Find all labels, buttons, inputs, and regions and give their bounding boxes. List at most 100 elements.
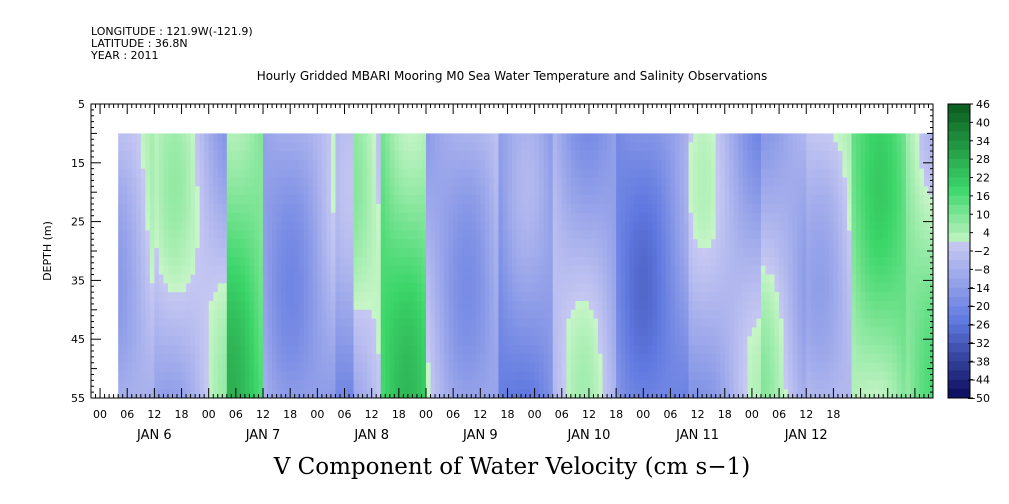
heatmap-cell xyxy=(598,327,603,337)
heatmap-cell xyxy=(711,389,717,399)
heatmap-cell xyxy=(665,300,671,311)
heatmap-cell xyxy=(421,195,427,205)
heatmap-cell xyxy=(253,345,259,355)
heatmap-cell xyxy=(299,151,305,161)
heatmap-cell xyxy=(154,371,160,381)
heatmap-cell xyxy=(561,186,567,196)
heatmap-cell xyxy=(222,265,228,275)
heatmap-cell xyxy=(498,345,504,355)
heatmap-cell xyxy=(335,159,341,170)
heatmap-cell xyxy=(199,256,205,267)
heatmap-cell xyxy=(638,336,644,346)
heatmap-cell xyxy=(756,389,762,399)
heatmap-cell xyxy=(788,265,794,275)
heatmap-cell xyxy=(638,203,644,214)
heatmap-cell xyxy=(860,380,866,390)
heatmap-cell xyxy=(339,256,345,267)
heatmap-cell xyxy=(602,142,608,152)
heatmap-cell xyxy=(498,389,504,399)
heatmap-cell xyxy=(303,362,309,372)
heatmap-cell xyxy=(806,327,812,337)
heatmap-cell xyxy=(394,389,400,399)
heatmap-cell xyxy=(276,336,282,346)
heatmap-cell xyxy=(534,318,540,328)
heatmap-cell xyxy=(797,371,803,381)
heatmap-cell xyxy=(521,239,526,249)
heatmap-cell xyxy=(593,318,599,328)
heatmap-cell xyxy=(512,389,517,399)
heatmap-cell xyxy=(335,142,341,152)
heatmap-cell xyxy=(149,256,155,267)
heatmap-cell xyxy=(629,230,635,240)
heatmap-cell xyxy=(674,380,680,390)
heatmap-cell xyxy=(244,327,250,337)
heatmap-cell xyxy=(733,159,739,170)
heatmap-cell xyxy=(163,177,169,187)
heatmap-cell xyxy=(127,292,133,302)
heatmap-cell xyxy=(697,195,703,205)
heatmap-cell xyxy=(779,292,785,302)
heatmap-cell xyxy=(647,256,653,267)
heatmap-cell xyxy=(489,309,495,320)
heatmap-cell xyxy=(711,318,717,328)
heatmap-cell xyxy=(394,186,400,196)
heatmap-cell xyxy=(358,239,364,249)
heatmap-cell xyxy=(285,283,291,293)
heatmap-cell xyxy=(407,345,413,355)
heatmap-cell xyxy=(471,283,477,293)
heatmap-cell xyxy=(507,300,513,311)
heatmap-cell xyxy=(819,186,825,196)
heatmap-cell xyxy=(385,371,391,381)
heatmap-cell xyxy=(792,327,798,337)
heatmap-cell xyxy=(267,389,273,399)
heatmap-cell xyxy=(647,133,653,143)
heatmap-cell xyxy=(729,168,735,178)
heatmap-cell xyxy=(349,274,354,284)
heatmap-cell xyxy=(575,133,581,143)
heatmap-cell xyxy=(312,168,318,178)
heatmap-cell xyxy=(697,203,703,214)
heatmap-cell xyxy=(267,327,273,337)
heatmap-cell xyxy=(407,203,413,214)
heatmap-cell xyxy=(430,309,436,320)
heatmap-cell xyxy=(661,353,667,364)
heatmap-cell xyxy=(720,292,726,302)
heatmap-cell xyxy=(702,133,708,143)
heatmap-cell xyxy=(656,151,662,161)
heatmap-cell xyxy=(475,142,481,152)
heatmap-cell xyxy=(598,389,603,399)
heatmap-cell xyxy=(263,389,268,399)
heatmap-cell xyxy=(711,283,717,293)
heatmap-cell xyxy=(299,274,305,284)
heatmap-cell xyxy=(213,362,219,372)
heatmap-cell xyxy=(389,327,395,337)
heatmap-cell xyxy=(530,380,536,390)
heatmap-cell xyxy=(856,256,861,267)
heatmap-cell xyxy=(770,283,775,293)
heatmap-cell xyxy=(380,309,386,320)
heatmap-cell xyxy=(625,221,631,231)
heatmap-cell xyxy=(425,256,431,267)
heatmap-cell xyxy=(435,300,440,311)
heatmap-cell xyxy=(788,283,794,293)
heatmap-cell xyxy=(507,389,513,399)
heatmap-cell xyxy=(204,221,210,231)
heatmap-cell xyxy=(724,177,730,187)
heatmap-cell xyxy=(493,203,499,214)
heatmap-cell xyxy=(299,248,305,258)
heatmap-cell xyxy=(833,371,839,381)
heatmap-cell xyxy=(353,327,359,337)
heatmap-cell xyxy=(127,133,133,143)
heatmap-cell xyxy=(837,186,843,196)
heatmap-cell xyxy=(819,265,825,275)
heatmap-cell xyxy=(661,380,667,390)
heatmap-cell xyxy=(244,265,250,275)
heatmap-cell xyxy=(244,274,250,284)
heatmap-cell xyxy=(593,221,599,231)
heatmap-cell xyxy=(661,300,667,311)
heatmap-cell xyxy=(846,256,852,267)
heatmap-cell xyxy=(330,133,336,143)
heatmap-cell xyxy=(860,336,866,346)
heatmap-cell xyxy=(760,142,766,152)
heatmap-cell xyxy=(389,336,395,346)
